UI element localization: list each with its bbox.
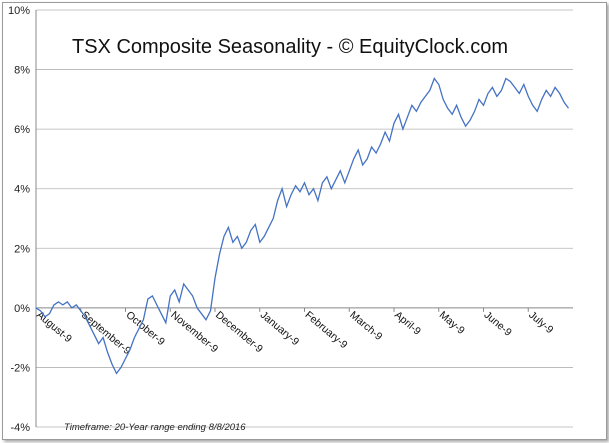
x-tick-label: July-9 (526, 309, 555, 336)
axes (35, 10, 573, 427)
x-tick-label: December-9 (213, 309, 265, 355)
x-tick-label: August-9 (34, 309, 74, 345)
x-tick-label: May-9 (437, 309, 467, 337)
y-tick-label: 10% (8, 5, 30, 17)
x-tick-label: October-9 (124, 309, 168, 348)
x-tick-label: April-9 (392, 309, 423, 338)
y-tick-label: 2% (14, 243, 30, 255)
series-line (35, 77, 570, 375)
gridlines (36, 9, 573, 428)
y-tick-label: 8% (14, 65, 30, 77)
footnote: Timeframe: 20-Year range ending 8/8/2016 (64, 422, 246, 433)
y-tick-label: 0% (14, 303, 30, 315)
y-tick-label: -4% (10, 422, 30, 434)
x-tick-label: November-9 (168, 309, 220, 355)
y-tick-labels: -4% -2% 0% 2% 4% 6% 8% 10% (8, 5, 30, 434)
x-tick-label: March-9 (347, 309, 384, 343)
y-tick-label: 6% (14, 124, 30, 136)
x-tick-label: June-9 (482, 309, 514, 339)
y-tick-label: 4% (14, 184, 30, 196)
y-tick-label: -2% (10, 362, 30, 374)
x-tick-label: January-9 (258, 309, 302, 348)
chart-title: TSX Composite Seasonality - © EquityCloc… (72, 36, 508, 58)
x-tick-label: February-9 (303, 309, 350, 351)
